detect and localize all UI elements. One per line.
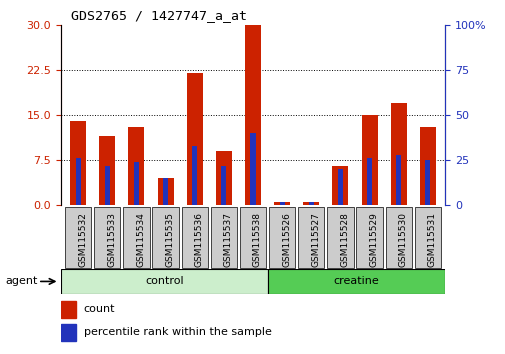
Bar (267, 269, 444, 294)
Bar (128, 127, 144, 205)
Bar (61, 324, 76, 341)
Text: count: count (84, 304, 115, 314)
Bar (337, 169, 342, 205)
Bar (70, 121, 86, 205)
Text: control: control (144, 276, 183, 286)
Text: agent: agent (5, 276, 37, 286)
Bar (216, 151, 231, 205)
Bar (75, 158, 81, 205)
Text: GSM115538: GSM115538 (252, 212, 262, 267)
Text: percentile rank within the sample: percentile rank within the sample (84, 327, 271, 337)
Bar (134, 162, 139, 205)
Bar (192, 146, 197, 205)
Text: GSM115530: GSM115530 (398, 212, 407, 267)
Text: GSM115537: GSM115537 (223, 212, 232, 267)
Text: GDS2765 / 1427747_a_at: GDS2765 / 1427747_a_at (71, 9, 246, 22)
Text: GSM115528: GSM115528 (340, 212, 349, 267)
Bar (61, 269, 267, 294)
Bar (157, 178, 173, 205)
FancyBboxPatch shape (327, 207, 353, 268)
Bar (366, 158, 371, 205)
Bar (186, 73, 203, 205)
Bar (221, 166, 226, 205)
Bar (395, 155, 400, 205)
FancyBboxPatch shape (211, 207, 236, 268)
Bar (105, 166, 110, 205)
Bar (244, 25, 261, 205)
FancyBboxPatch shape (356, 207, 382, 268)
Bar (279, 202, 284, 205)
FancyBboxPatch shape (181, 207, 208, 268)
FancyBboxPatch shape (65, 207, 91, 268)
FancyBboxPatch shape (94, 207, 120, 268)
Bar (390, 103, 406, 205)
Bar (361, 115, 377, 205)
FancyBboxPatch shape (239, 207, 266, 268)
FancyBboxPatch shape (269, 207, 294, 268)
Bar (302, 202, 319, 205)
Bar (99, 136, 115, 205)
Bar (274, 202, 289, 205)
Text: GSM115533: GSM115533 (107, 212, 116, 267)
Bar (163, 178, 168, 205)
Text: creatine: creatine (333, 276, 379, 286)
FancyBboxPatch shape (123, 207, 149, 268)
Bar (424, 160, 430, 205)
Text: GSM115529: GSM115529 (369, 212, 378, 267)
Bar (61, 301, 76, 318)
Text: GSM115536: GSM115536 (194, 212, 204, 267)
Text: GSM115534: GSM115534 (136, 212, 145, 267)
Bar (308, 202, 313, 205)
Text: GSM115527: GSM115527 (311, 212, 320, 267)
Text: GSM115526: GSM115526 (282, 212, 290, 267)
Bar (419, 127, 435, 205)
Text: GSM115531: GSM115531 (427, 212, 436, 267)
Text: GSM115535: GSM115535 (165, 212, 174, 267)
FancyBboxPatch shape (152, 207, 178, 268)
FancyBboxPatch shape (297, 207, 324, 268)
Bar (250, 133, 255, 205)
Text: GSM115532: GSM115532 (78, 212, 87, 267)
FancyBboxPatch shape (414, 207, 440, 268)
Bar (332, 166, 348, 205)
FancyBboxPatch shape (385, 207, 411, 268)
